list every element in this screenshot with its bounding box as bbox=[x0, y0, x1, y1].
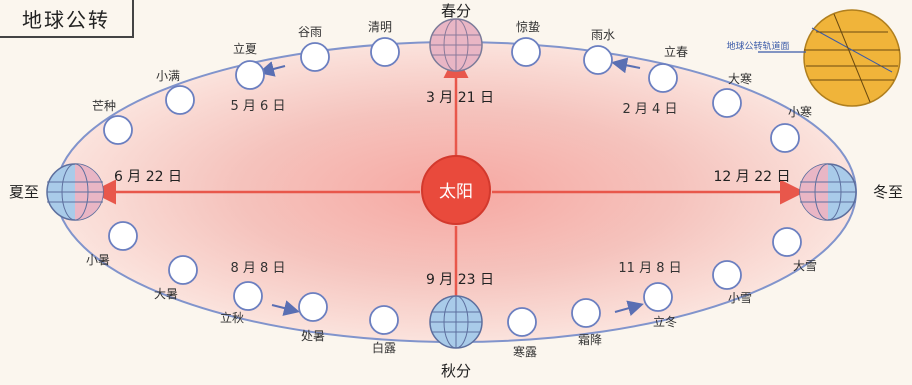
earth-liqiu bbox=[234, 282, 262, 310]
earth-shuangjiang bbox=[572, 299, 600, 327]
earth-lichun bbox=[649, 64, 677, 92]
term-lixia: 立夏 bbox=[233, 41, 257, 56]
term-dashu: 大暑 bbox=[154, 287, 178, 301]
term-dahan: 大寒 bbox=[728, 71, 752, 86]
term-xiaoman: 小满 bbox=[156, 69, 180, 83]
earth-guyu bbox=[301, 43, 329, 71]
autumn-label: 秋分 bbox=[441, 362, 471, 380]
term-liqiu: 立秋 bbox=[220, 310, 244, 325]
term-mangzhong: 芒种 bbox=[92, 98, 116, 113]
term-daxue: 大雪 bbox=[793, 259, 817, 273]
earth-dashu bbox=[169, 256, 197, 284]
earth-daxue bbox=[773, 228, 801, 256]
term-hanlu: 寒露 bbox=[513, 344, 537, 359]
earth-chushu bbox=[299, 293, 327, 321]
earth-xiaoxue bbox=[713, 261, 741, 289]
earth-hanlu bbox=[508, 308, 536, 336]
earth-mangzhong bbox=[104, 116, 132, 144]
term-lichun: 立春 bbox=[664, 44, 688, 59]
term-xiaoxue: 小雪 bbox=[728, 291, 752, 305]
date-lixia: 5 月 6 日 bbox=[231, 99, 286, 114]
date-lidong: 11 月 8 日 bbox=[618, 261, 681, 276]
earth-lidong bbox=[644, 283, 672, 311]
globe-winter bbox=[800, 164, 856, 220]
inset-globe bbox=[804, 10, 900, 106]
sun-label: 太阳 bbox=[439, 182, 473, 202]
term-lidong: 立冬 bbox=[653, 314, 677, 329]
earth-bailu bbox=[370, 306, 398, 334]
date-liqiu: 8 月 8 日 bbox=[231, 261, 286, 276]
term-bailu: 白露 bbox=[372, 340, 396, 355]
date-lichun: 2 月 4 日 bbox=[623, 102, 678, 117]
earth-dahan bbox=[713, 89, 741, 117]
summer-label: 夏至 bbox=[9, 183, 39, 201]
spring-date: 3 月 21 日 bbox=[426, 90, 494, 106]
globe-autumn bbox=[430, 296, 482, 348]
spring-label: 春分 bbox=[441, 2, 471, 20]
earth-xiaoman bbox=[166, 86, 194, 114]
term-jingzhe: 惊蛰 bbox=[516, 19, 540, 34]
term-qingming: 清明 bbox=[368, 20, 392, 34]
inset-orbit-plane-label: 地球公转轨道面 bbox=[726, 40, 789, 52]
earth-yushui bbox=[584, 46, 612, 74]
earth-jingzhe bbox=[512, 38, 540, 66]
globe-summer bbox=[47, 164, 103, 220]
term-guyu: 谷雨 bbox=[298, 25, 322, 39]
summer-date: 6 月 22 日 bbox=[114, 169, 182, 185]
earth-xiaohan bbox=[771, 124, 799, 152]
winter-label: 冬至 bbox=[873, 183, 903, 201]
globe-spring bbox=[430, 19, 482, 71]
term-yushui: 雨水 bbox=[591, 28, 615, 42]
earth-qingming bbox=[371, 38, 399, 66]
term-shuangjiang: 霜降 bbox=[578, 333, 602, 347]
earth-lixia bbox=[236, 61, 264, 89]
term-xiaoshu: 小暑 bbox=[86, 253, 110, 267]
winter-date: 12 月 22 日 bbox=[714, 169, 791, 185]
term-xiaohan: 小寒 bbox=[788, 104, 812, 119]
earth-xiaoshu bbox=[109, 222, 137, 250]
term-chushu: 处暑 bbox=[301, 329, 325, 343]
autumn-date: 9 月 23 日 bbox=[426, 272, 494, 288]
